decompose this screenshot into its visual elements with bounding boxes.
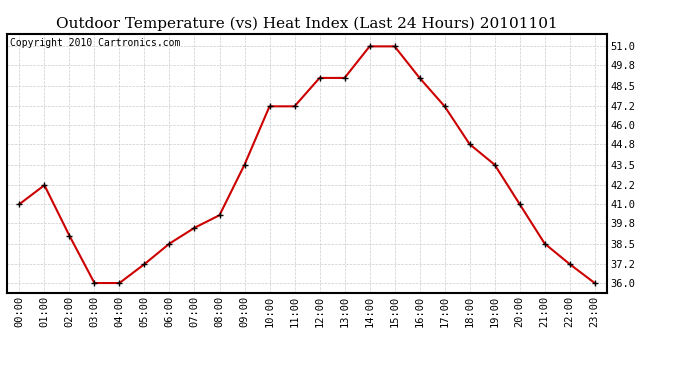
Text: Copyright 2010 Cartronics.com: Copyright 2010 Cartronics.com	[10, 38, 180, 48]
Title: Outdoor Temperature (vs) Heat Index (Last 24 Hours) 20101101: Outdoor Temperature (vs) Heat Index (Las…	[56, 17, 558, 31]
